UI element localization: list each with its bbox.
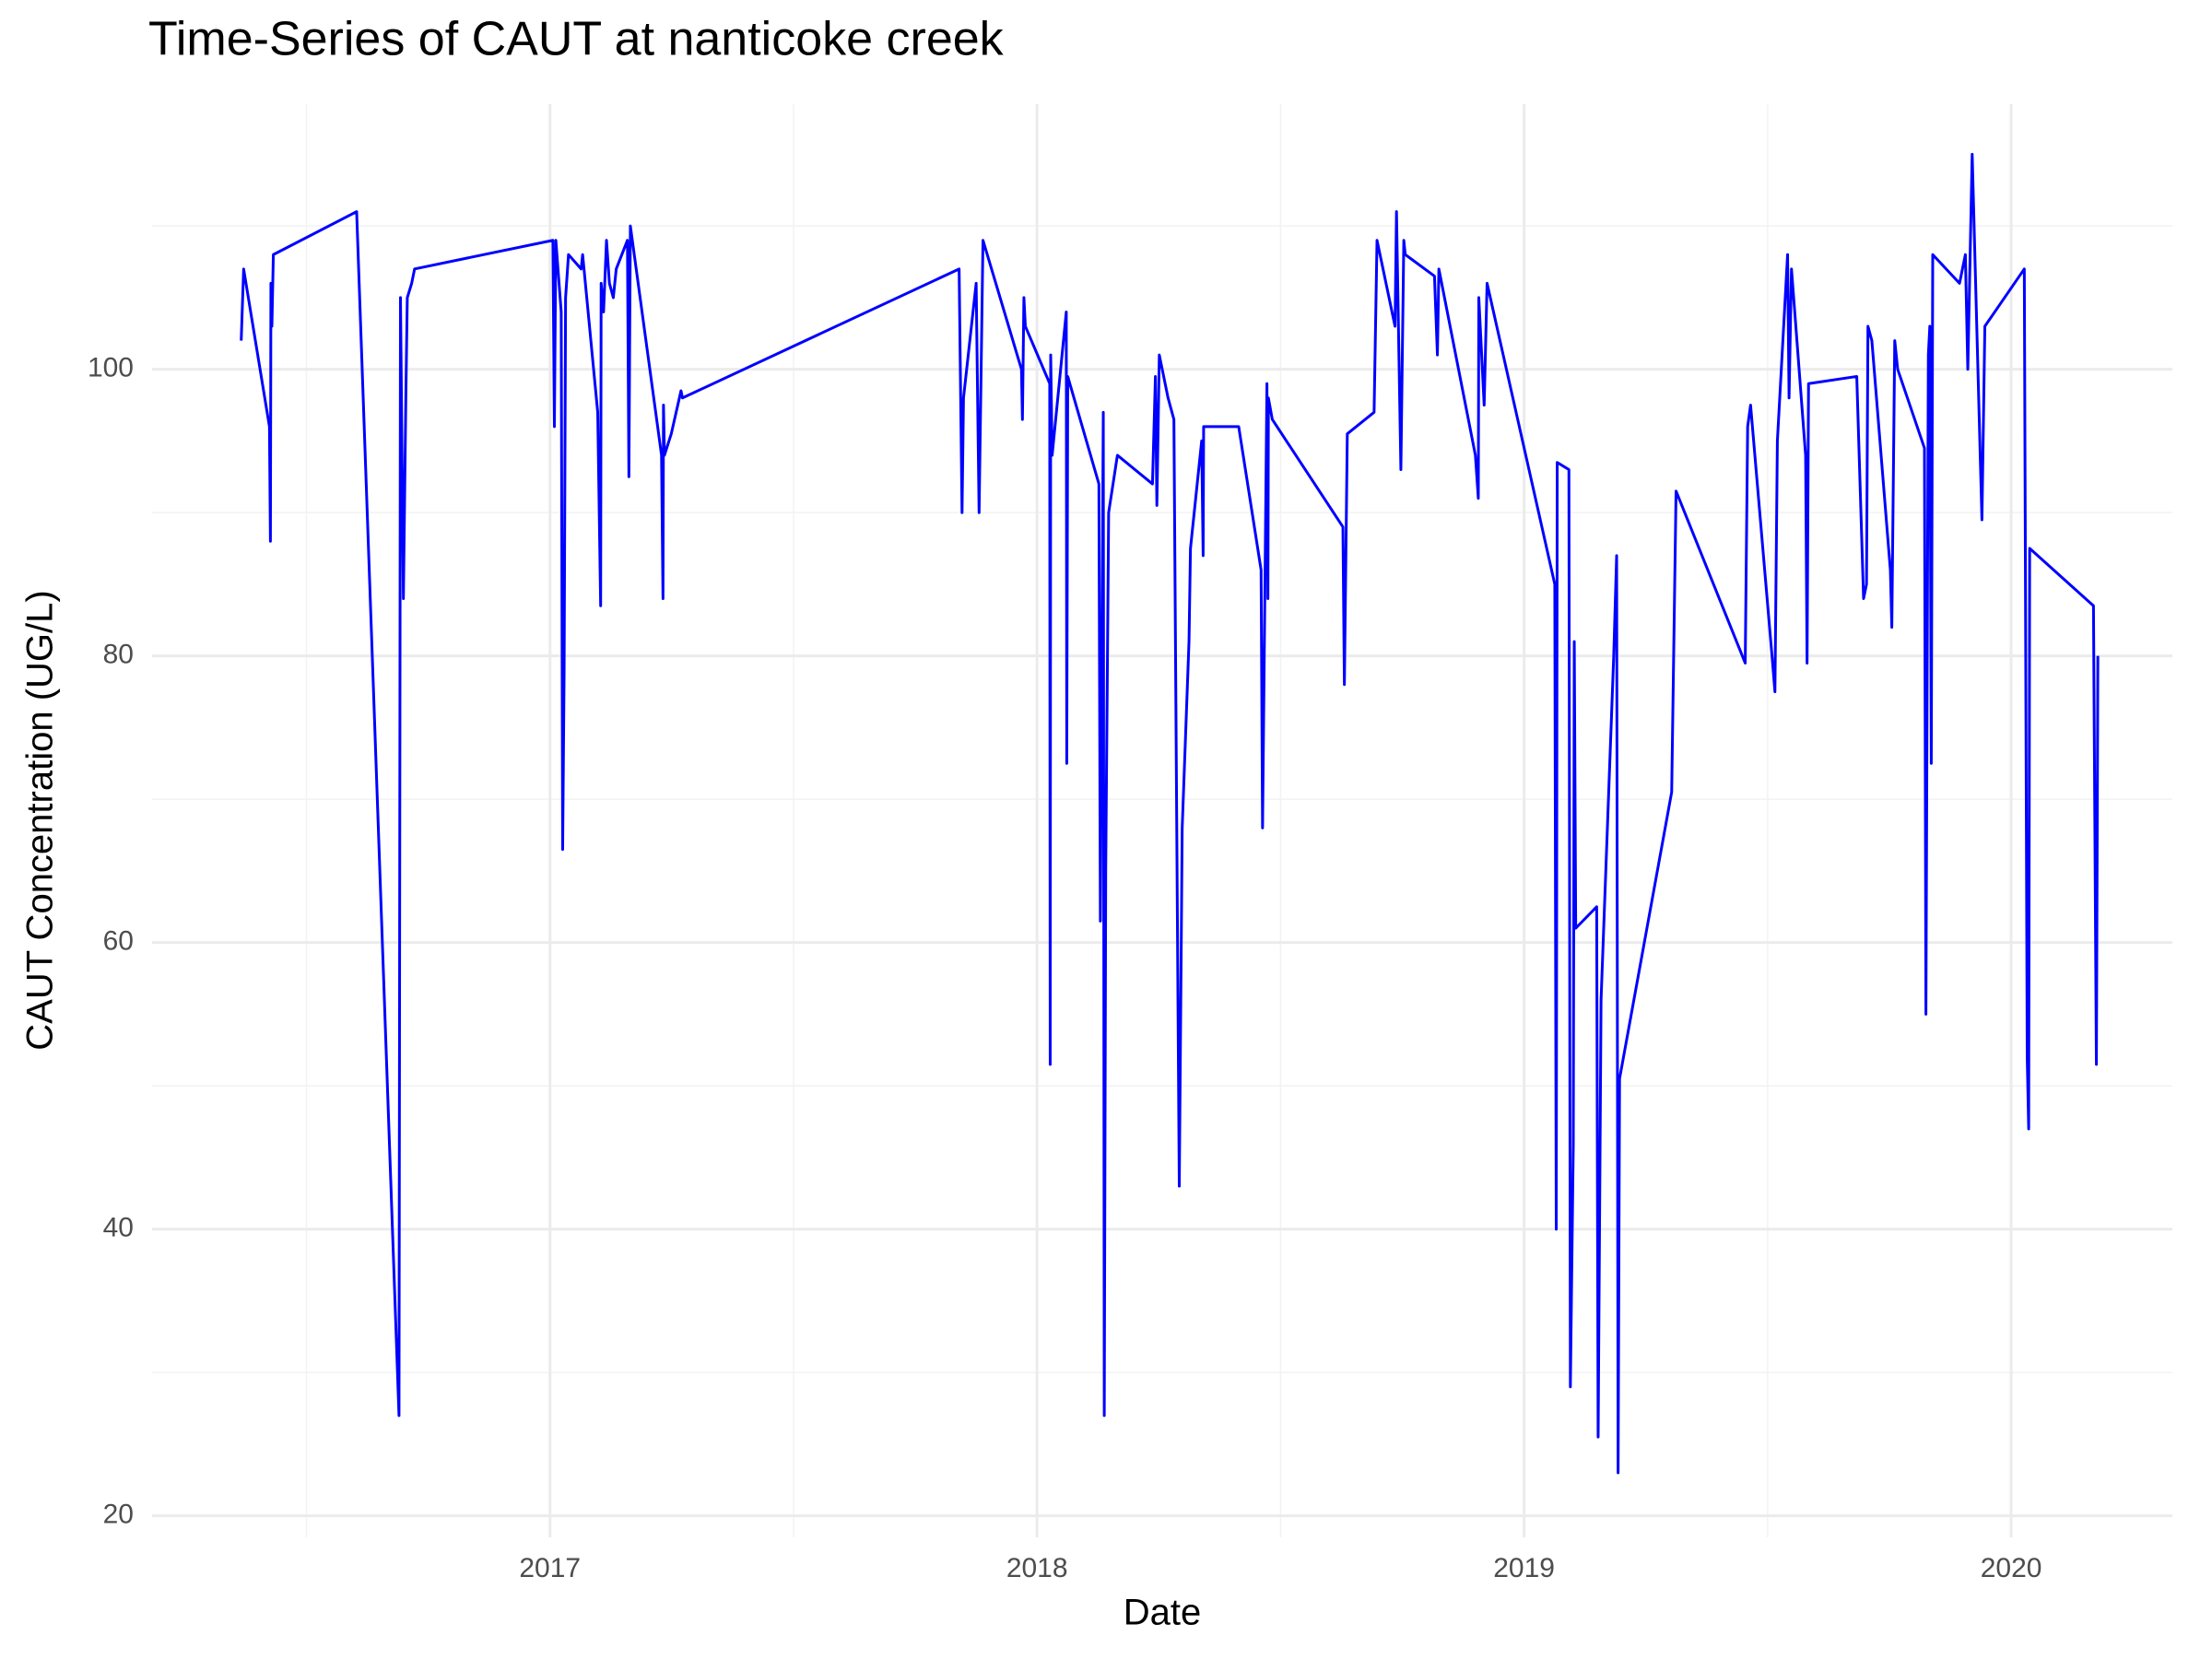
y-tick-label: 100 [88,353,134,383]
chart-title: Time-Series of CAUT at nanticoke creek [148,13,1005,66]
x-tick-label: 2017 [519,1553,581,1583]
y-tick-label: 80 [103,640,134,670]
data-line [240,152,2100,1475]
y-tick-label: 20 [103,1500,134,1530]
x-axis-title: Date [1124,1593,1202,1633]
x-tick-label: 2019 [1493,1553,1555,1583]
y-tick-label: 60 [103,926,134,957]
x-tick-label: 2018 [1006,1553,1068,1583]
x-tick-label: 2020 [1981,1553,2042,1583]
y-axis-title: CAUT Concentration (UG/L) [20,590,61,1050]
y-tick-label: 40 [103,1213,134,1243]
